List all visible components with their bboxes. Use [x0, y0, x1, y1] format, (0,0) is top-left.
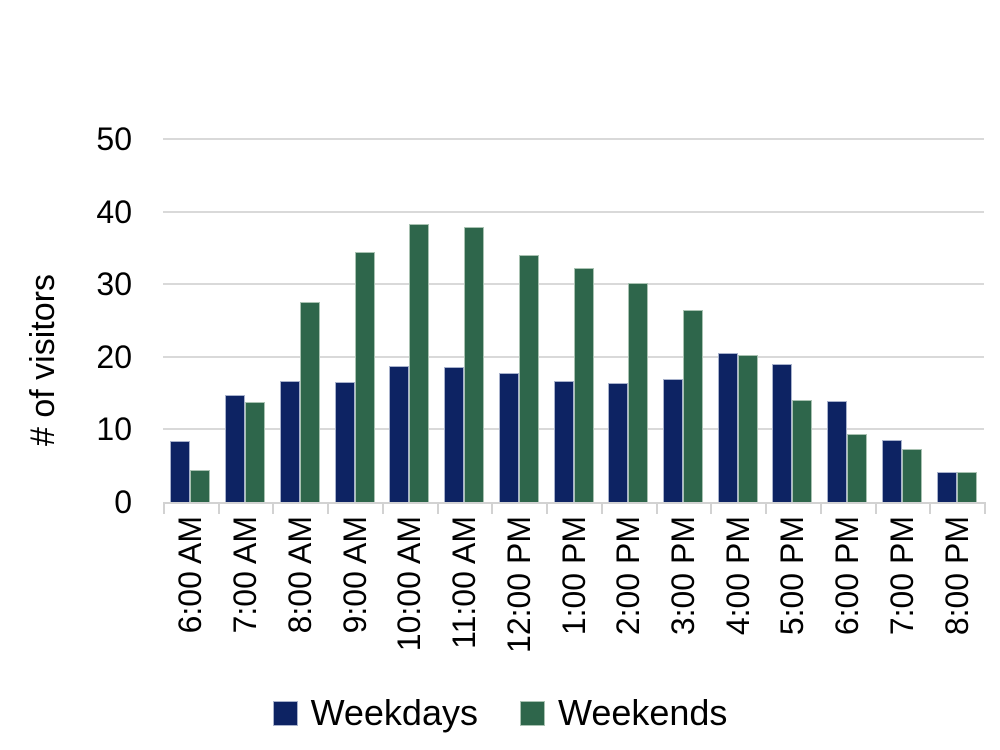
legend-label: Weekends — [557, 692, 728, 733]
y-tick-label: 20 — [96, 338, 132, 375]
gridline — [163, 355, 984, 358]
x-tick-label: 3:00 PM — [664, 516, 701, 636]
x-tick-label: 1:00 PM — [555, 516, 592, 636]
bar-weekdays — [608, 383, 628, 502]
legend-swatch-weekdays — [272, 700, 298, 726]
legend-item-weekends: Weekends — [519, 690, 728, 736]
y-tick-label: 50 — [96, 121, 132, 157]
bar-weekends — [245, 402, 265, 502]
x-axis-tick — [217, 504, 220, 514]
gridline — [163, 138, 984, 140]
gridline — [163, 210, 984, 213]
x-axis-tick — [819, 504, 822, 514]
x-tick-label: 10:00 AM — [391, 516, 428, 652]
bar-weekends — [519, 255, 539, 502]
bar-weekdays — [663, 379, 683, 502]
bar-weekends — [409, 224, 429, 502]
x-axis-tick — [655, 504, 658, 514]
x-axis-tick — [710, 504, 713, 514]
x-tick-label: 7:00 AM — [227, 516, 264, 634]
legend-item-weekdays: Weekdays — [272, 690, 478, 736]
bar-weekends — [957, 472, 977, 502]
x-tick-label: 8:00 AM — [281, 516, 318, 634]
x-tick-label: 11:00 AM — [446, 516, 483, 649]
bar-weekends — [738, 355, 758, 502]
x-axis-tick — [436, 504, 439, 514]
x-axis-tick — [765, 504, 768, 514]
x-axis-tick — [163, 504, 165, 514]
x-axis-tick — [381, 504, 384, 514]
gridline — [163, 283, 984, 286]
x-tick-label: 12:00 PM — [500, 516, 537, 653]
y-tick-label: 40 — [96, 193, 132, 230]
y-tick-label: 10 — [96, 411, 132, 448]
legend-label: Weekdays — [310, 692, 478, 733]
bar-weekends — [355, 252, 375, 502]
bar-weekdays — [280, 381, 300, 502]
x-axis-tick — [984, 504, 986, 514]
bar-weekdays — [225, 395, 245, 502]
bar-weekdays — [335, 382, 355, 502]
x-tick-label: 4:00 PM — [719, 516, 756, 636]
legend-swatch-weekends — [519, 700, 545, 726]
bar-weekdays — [499, 373, 519, 502]
bar-weekdays — [389, 366, 409, 502]
x-tick-label: 6:00 AM — [172, 516, 209, 634]
x-axis-tick — [327, 504, 330, 514]
bar-weekends — [792, 400, 812, 502]
bar-weekends — [628, 283, 648, 502]
bar-weekends — [683, 310, 703, 502]
bar-weekdays — [554, 381, 574, 502]
bar-weekdays — [882, 440, 902, 502]
y-tick-label: 30 — [96, 266, 132, 303]
x-axis-line — [163, 502, 986, 504]
bar-weekends — [847, 434, 867, 502]
legend: Weekdays Weekends — [0, 690, 1000, 736]
bar-weekdays — [444, 367, 464, 502]
x-axis-tick — [929, 504, 932, 514]
x-tick-label: 6:00 PM — [829, 516, 866, 636]
bar-weekdays — [827, 401, 847, 502]
x-axis-tick — [491, 504, 494, 514]
x-axis-tick — [874, 504, 877, 514]
bar-weekdays — [170, 441, 190, 502]
bar-weekends — [464, 227, 484, 502]
bar-weekends — [190, 470, 210, 502]
x-tick-label: 5:00 PM — [774, 516, 811, 636]
x-tick-label: 9:00 AM — [336, 516, 373, 634]
x-tick-label: 2:00 PM — [610, 516, 647, 636]
bar-weekdays — [937, 472, 957, 502]
y-tick-label: 0 — [114, 484, 132, 520]
x-axis-tick — [546, 504, 549, 514]
bar-weekends — [574, 268, 594, 502]
x-axis-tick — [272, 504, 275, 514]
x-tick-label: 8:00 PM — [938, 516, 975, 636]
bar-weekends — [902, 449, 922, 502]
x-axis-tick — [600, 504, 603, 514]
bar-weekdays — [718, 353, 738, 502]
x-tick-label: 7:00 PM — [883, 516, 920, 636]
bar-weekdays — [772, 364, 792, 502]
bar-weekends — [300, 302, 320, 502]
